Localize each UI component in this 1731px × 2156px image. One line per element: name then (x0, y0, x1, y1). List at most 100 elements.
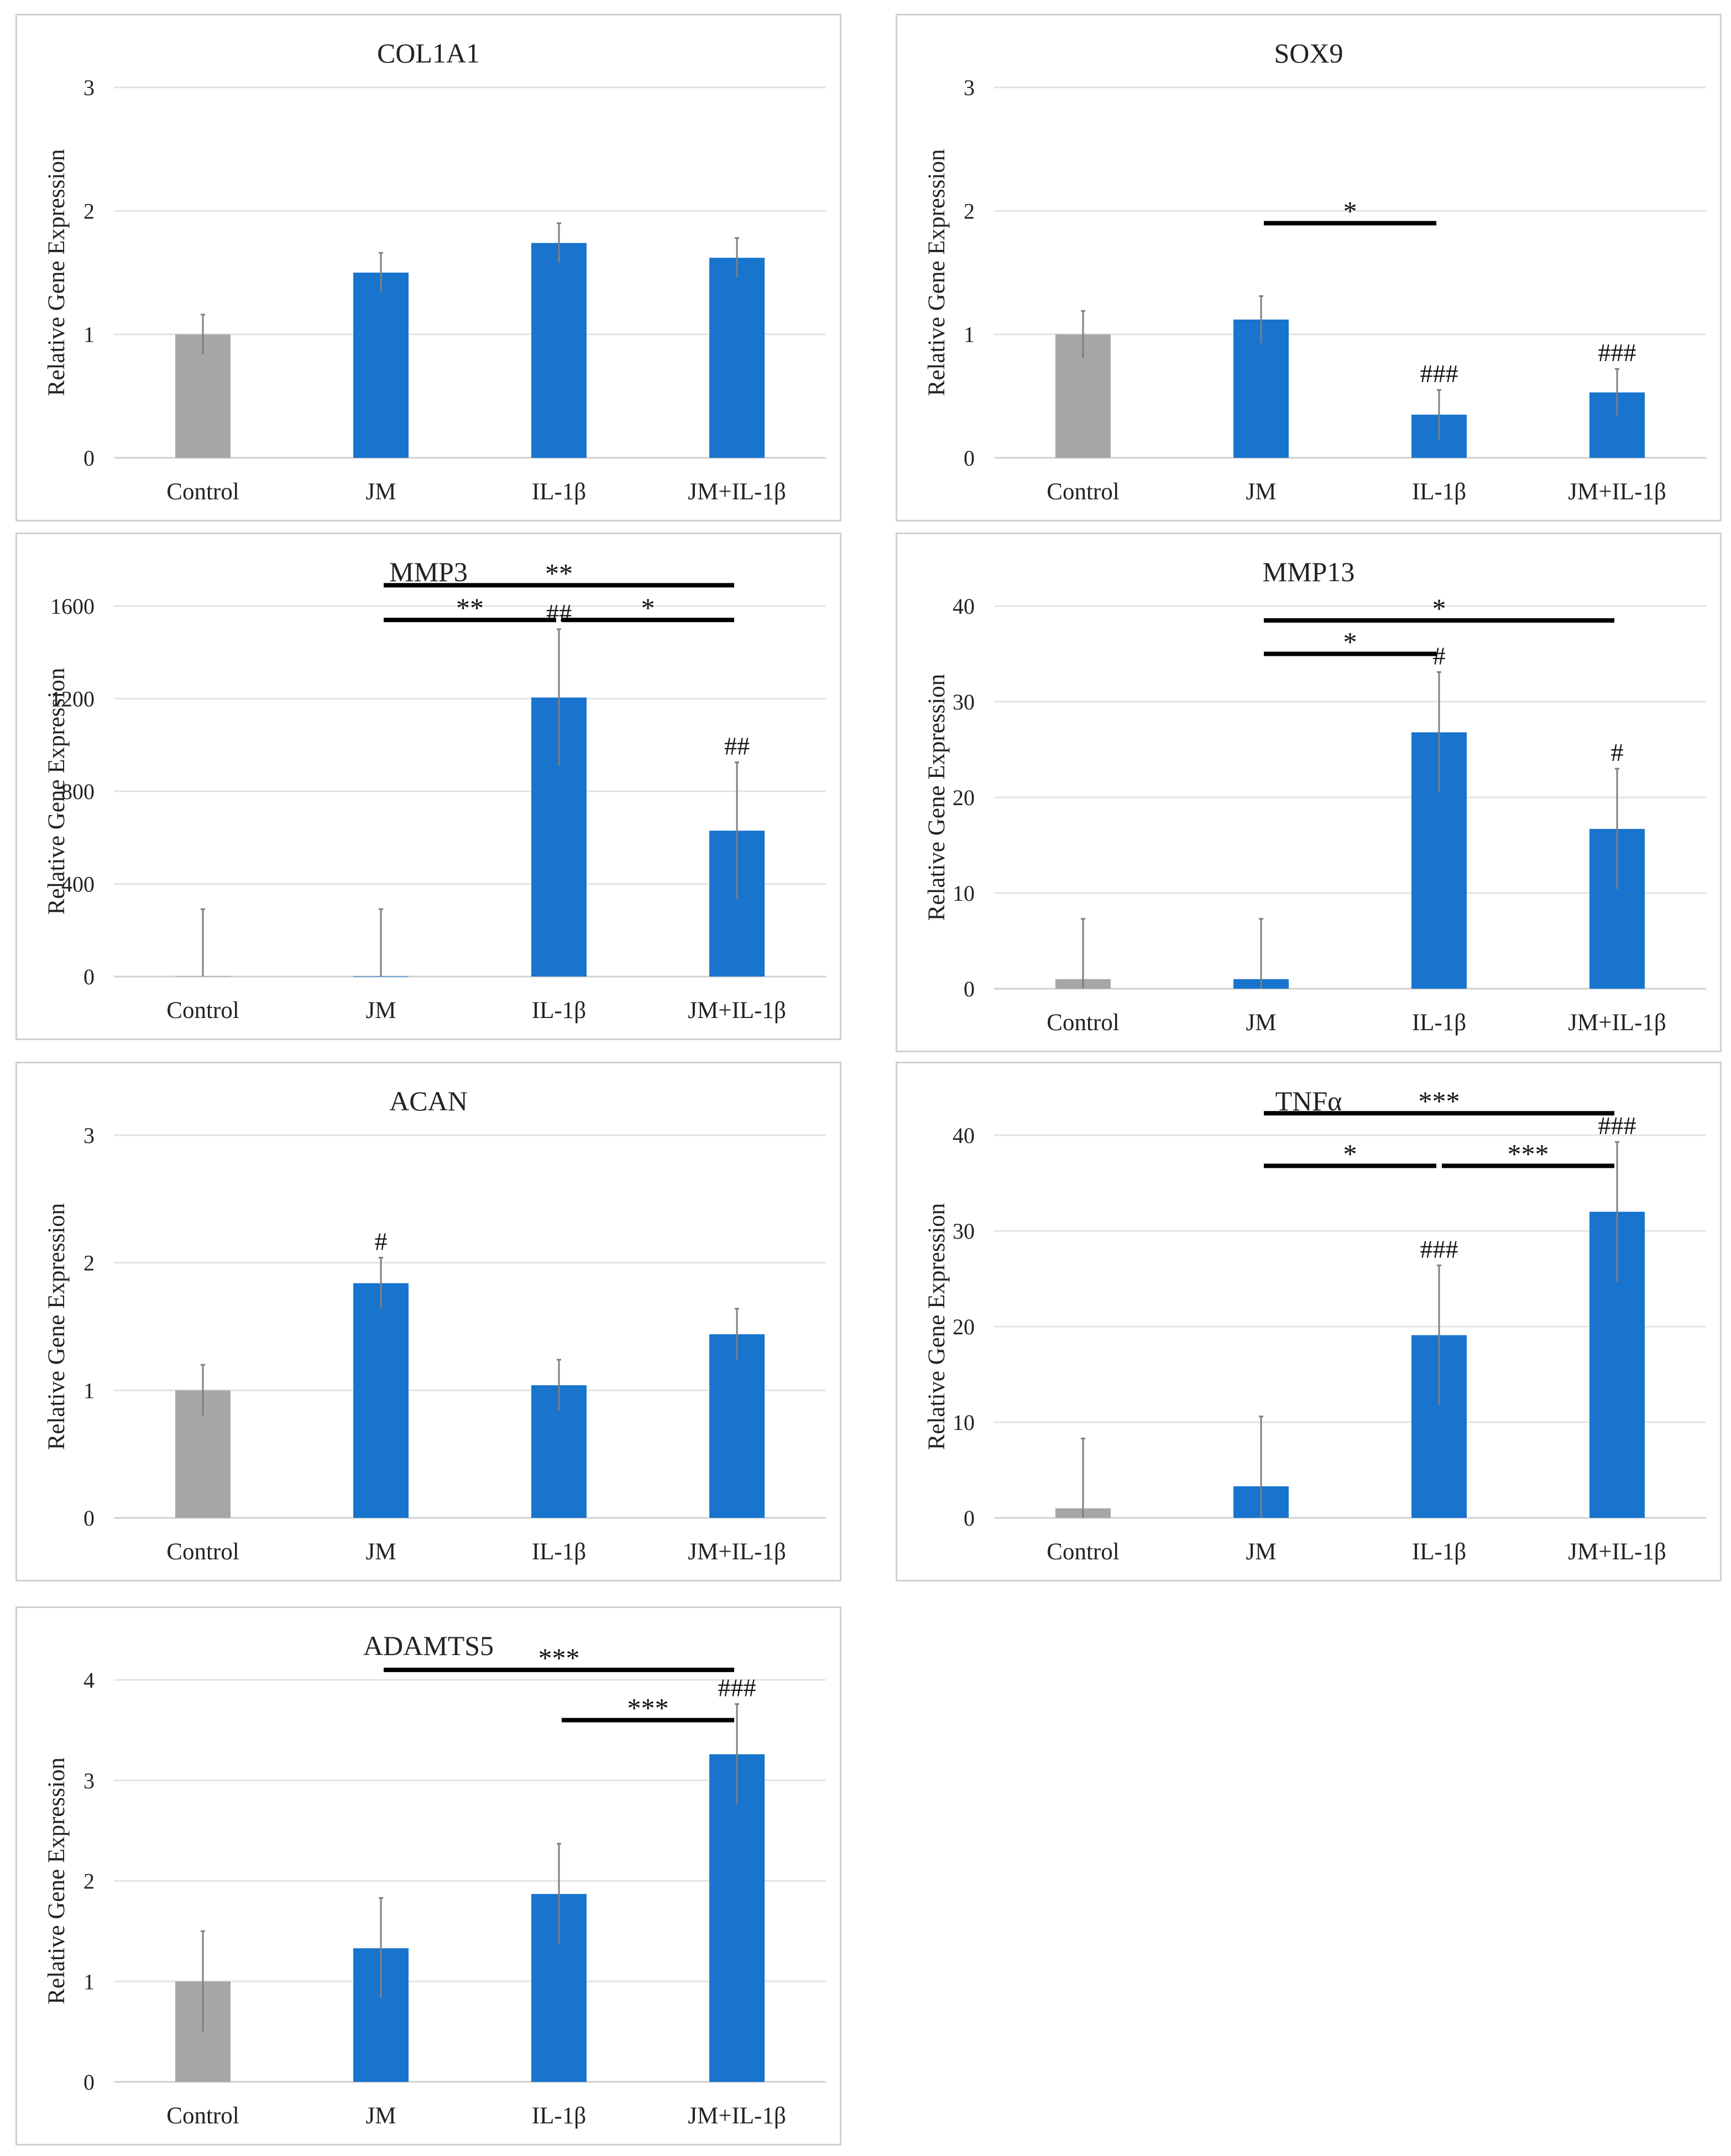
mmp13-significance-label-0: * (1432, 593, 1446, 624)
acan-category-label-0: Control (166, 1539, 239, 1565)
tnfa-y-tick-label: 40 (953, 1123, 975, 1148)
mmp3-category-label-3: JM+IL-1β (688, 998, 786, 1024)
panel-adamts5: ADAMTS5 Relative Gene Expression 0 1 2 3 4 Cont… (15, 1606, 841, 2145)
acan-category-label-2: IL-1β (532, 1539, 586, 1565)
mmp3-y-tick-label: 1600 (50, 594, 95, 619)
adamts5-y-tick-label: 4 (83, 1668, 95, 1693)
mmp13-category-label-2: IL-1β (1412, 1010, 1466, 1036)
adamts5-category-label-2: IL-1β (532, 2103, 586, 2129)
mmp3-significance-label-2: * (641, 592, 655, 623)
tnfa-significance-label-1: * (1343, 1138, 1357, 1169)
sox9-chart: SOX9 Relative Gene Expression 0 1 2 3 Control J… (924, 38, 1706, 505)
mmp13-y-tick-label: 20 (953, 785, 975, 810)
adamts5-significance-hash-3: ### (718, 1674, 756, 1702)
mmp13-category-label-1: JM (1246, 1010, 1277, 1036)
acan-y-tick-label: 2 (83, 1251, 95, 1276)
sox9-significance-hash-3: ### (1598, 338, 1636, 367)
mmp13-significance-hash-3: # (1611, 738, 1624, 766)
panel-mmp13: MMP13 Relative Gene Expression 0 10 20 30 40 Co… (896, 533, 1722, 1052)
tnfa-y-tick-label: 10 (953, 1410, 975, 1435)
adamts5-significance-label-0: *** (538, 1642, 580, 1673)
mmp13-y-tick-label: 0 (964, 977, 975, 1001)
acan-category-label-3: JM+IL-1β (688, 1539, 786, 1565)
col1a1-bar-0 (175, 334, 231, 458)
col1a1-bar-3 (709, 258, 765, 458)
tnfa-significance-label-0: *** (1419, 1085, 1460, 1116)
mmp13-title: MMP13 (1263, 556, 1355, 587)
col1a1-y-tick-label: 3 (83, 75, 95, 100)
acan-chart: ACAN Relative Gene Expression 0 1 2 3 Control J… (44, 1085, 826, 1565)
tnfa-y-tick-label: 0 (964, 1506, 975, 1531)
adamts5-category-label-0: Control (166, 2103, 239, 2129)
mmp13-category-label-0: Control (1047, 1010, 1119, 1036)
col1a1-y-tick-label: 0 (83, 446, 95, 471)
mmp3-significance-label-0: ** (545, 557, 573, 588)
col1a1-y-axis-label: Relative Gene Expression (44, 149, 70, 396)
col1a1-category-label-3: JM+IL-1β (688, 479, 786, 505)
sox9-significance-label-0: * (1343, 196, 1357, 227)
adamts5-significance-label-1: *** (627, 1693, 669, 1724)
panel-sox9: SOX9 Relative Gene Expression 0 1 2 3 Control J… (896, 14, 1722, 521)
sox9-y-tick-label: 2 (964, 199, 975, 223)
tnfa-significance-hash-3: ### (1598, 1111, 1636, 1140)
tnfa-significance-hash-2: ### (1420, 1235, 1458, 1263)
panel-col1a1: COL1A1 Relative Gene Expression 0 1 2 3 Contro… (15, 14, 841, 521)
mmp3-y-tick-label: 800 (61, 779, 95, 804)
mmp3-chart: MMP3 Relative Gene Expression 0 400 800 1200 1… (44, 556, 826, 1024)
mmp3-y-tick-label: 1200 (50, 687, 95, 712)
acan-bar-3 (709, 1334, 765, 1518)
tnfa-significance-label-2: *** (1508, 1138, 1549, 1169)
mmp13-significance-label-1: * (1343, 627, 1357, 657)
col1a1-bar-2 (531, 243, 587, 458)
acan-y-axis-label: Relative Gene Expression (44, 1203, 70, 1450)
col1a1-category-label-2: IL-1β (532, 479, 586, 505)
adamts5-y-tick-label: 3 (83, 1768, 95, 1793)
mmp3-category-label-0: Control (166, 998, 239, 1024)
tnfa-category-label-1: JM (1246, 1539, 1277, 1565)
mmp3-y-tick-label: 0 (83, 964, 95, 989)
tnfa-y-tick-label: 30 (953, 1219, 975, 1244)
tnfa-category-label-3: JM+IL-1β (1568, 1539, 1666, 1565)
mmp13-category-label-3: JM+IL-1β (1568, 1010, 1666, 1036)
col1a1-chart: COL1A1 Relative Gene Expression 0 1 2 3 Contro… (44, 38, 826, 505)
mmp3-significance-hash-2: ## (546, 599, 572, 627)
sox9-y-tick-label: 1 (964, 322, 975, 347)
acan-bar-1 (353, 1283, 409, 1518)
col1a1-category-label-0: Control (166, 479, 239, 505)
adamts5-y-tick-label: 2 (83, 1869, 95, 1894)
adamts5-title: ADAMTS5 (363, 1630, 494, 1661)
acan-y-tick-label: 3 (83, 1123, 95, 1148)
mmp3-category-label-1: JM (366, 998, 396, 1024)
col1a1-y-tick-label: 1 (83, 322, 95, 347)
mmp13-y-tick-label: 40 (953, 594, 975, 619)
acan-significance-hash-1: # (375, 1227, 388, 1255)
col1a1-title: COL1A1 (377, 38, 480, 69)
acan-y-tick-label: 0 (83, 1506, 95, 1531)
tnfa-y-tick-label: 20 (953, 1314, 975, 1339)
sox9-significance-hash-2: ### (1420, 359, 1458, 388)
adamts5-y-tick-label: 1 (83, 1969, 95, 1994)
sox9-y-axis-label: Relative Gene Expression (924, 149, 950, 396)
adamts5-chart: ADAMTS5 Relative Gene Expression 0 1 2 3 4 Cont… (44, 1630, 826, 2129)
mmp3-significance-hash-3: ## (724, 732, 750, 760)
acan-title: ACAN (389, 1085, 468, 1116)
mmp3-category-label-2: IL-1β (532, 998, 586, 1024)
tnfa-y-axis-label: Relative Gene Expression (924, 1203, 950, 1450)
panel-mmp3: MMP3 Relative Gene Expression 0 400 800 1200 1… (15, 533, 841, 1040)
col1a1-bar-1 (353, 273, 409, 458)
sox9-category-label-0: Control (1047, 479, 1119, 505)
adamts5-bar-3 (709, 1754, 765, 2082)
adamts5-y-axis-label: Relative Gene Expression (44, 1757, 70, 2004)
tnfa-category-label-0: Control (1047, 1539, 1119, 1565)
mmp13-y-tick-label: 30 (953, 690, 975, 714)
adamts5-category-label-3: JM+IL-1β (688, 2103, 786, 2129)
sox9-y-tick-label: 0 (964, 446, 975, 471)
acan-category-label-1: JM (366, 1539, 396, 1565)
sox9-title: SOX9 (1274, 38, 1343, 69)
mmp13-significance-hash-2: # (1433, 641, 1446, 670)
mmp3-title: MMP3 (389, 556, 468, 587)
sox9-y-tick-label: 3 (964, 75, 975, 100)
mmp13-y-tick-label: 10 (953, 881, 975, 906)
adamts5-y-tick-label: 0 (83, 2070, 95, 2095)
